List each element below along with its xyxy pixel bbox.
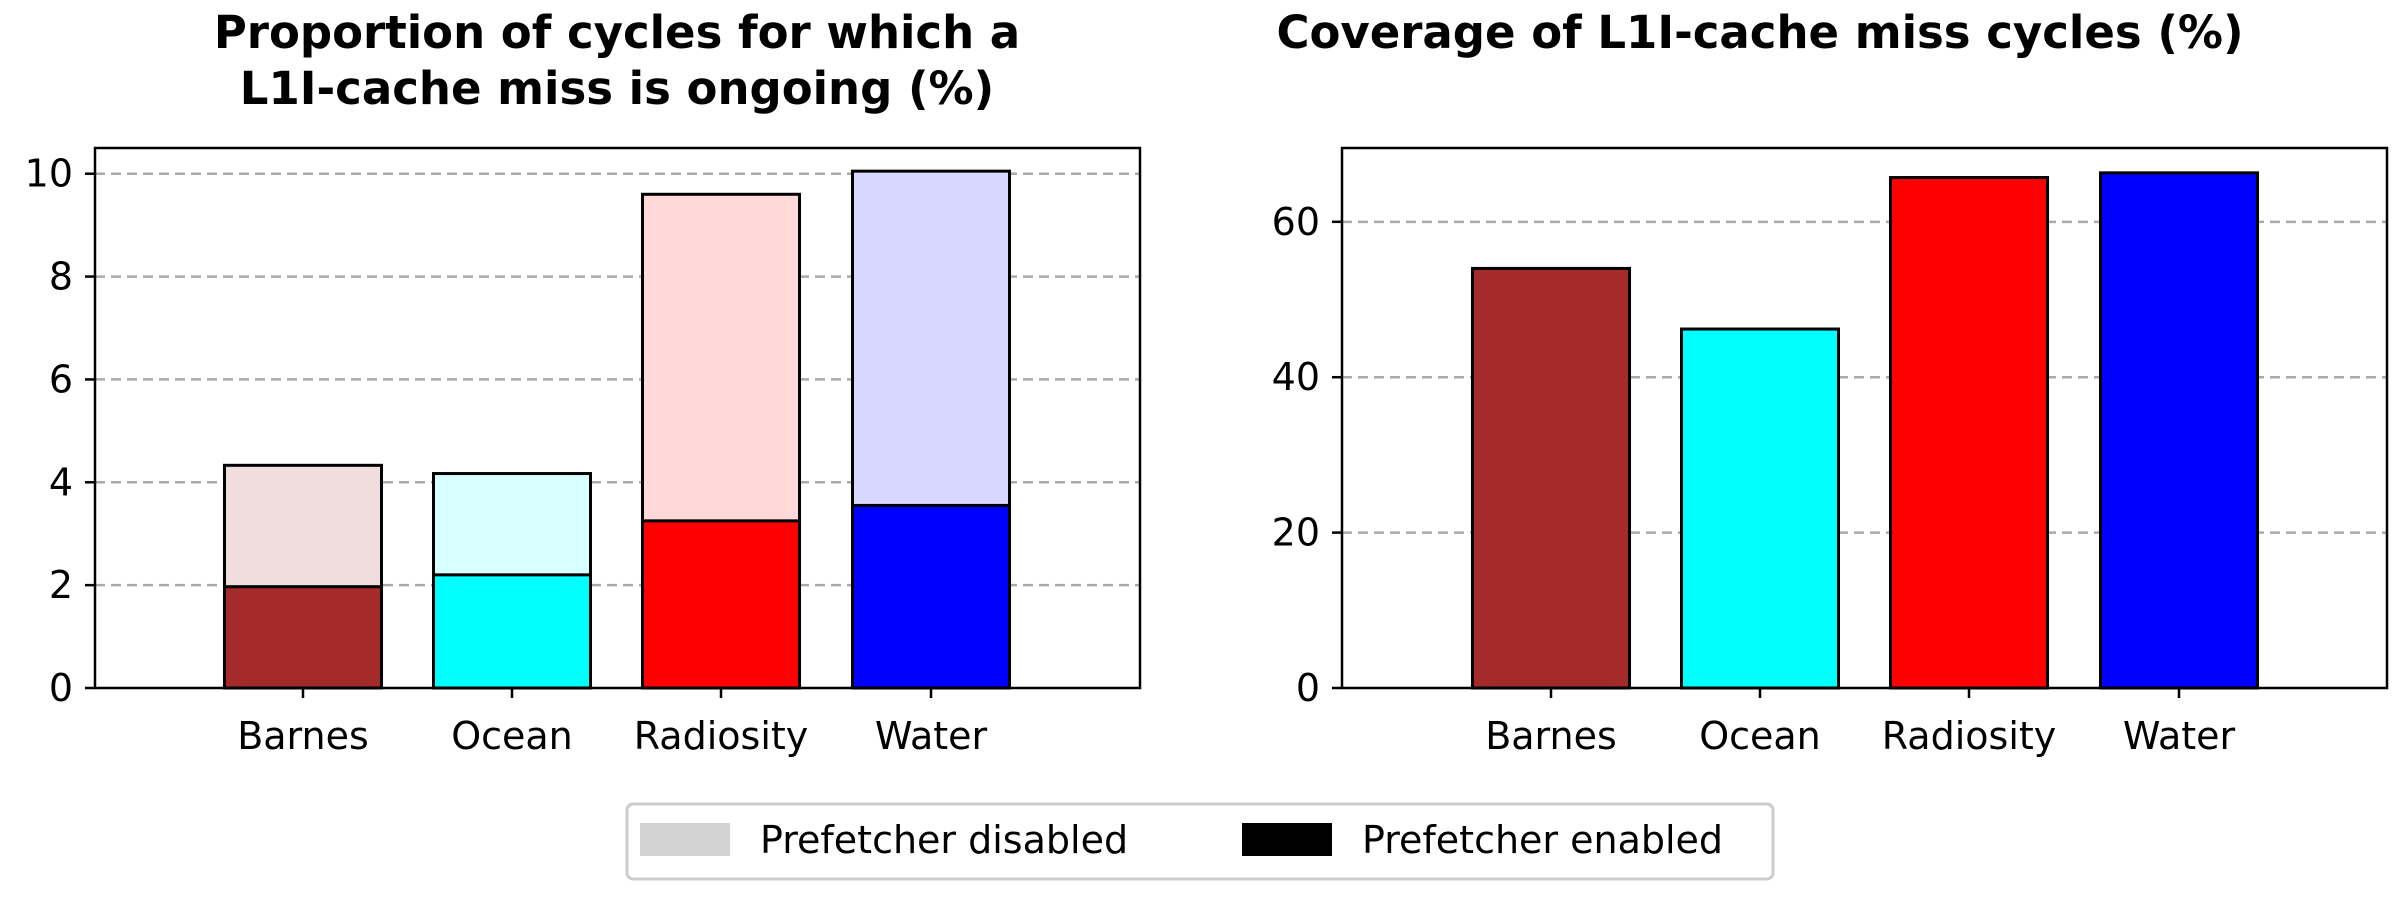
left-ytick-label: 4 [49, 460, 73, 504]
left-bar-enabled-ocean [432, 573, 592, 690]
right-ytick-label: 0 [1296, 666, 1320, 710]
right-chart: Coverage of L1I-cache miss cycles (%) 0 2… [1272, 6, 2389, 758]
legend-label-disabled: Prefetcher disabled [760, 818, 1128, 862]
right-bar-water [2099, 171, 2259, 690]
left-ytick-label: 10 [25, 152, 73, 196]
right-xtick-label: Radiosity [1882, 714, 2057, 758]
right-xtick-label: Water [2123, 714, 2236, 758]
left-plot-area: 0 2 4 6 8 10 Barnes Ocean Radiosity Water [25, 146, 1142, 758]
left-xtick-label: Barnes [237, 714, 369, 758]
legend: Prefetcher disabled Prefetcher enabled [625, 802, 1775, 881]
left-chart-title-line-1: Proportion of cycles for which a [214, 6, 1020, 59]
left-chart-title-line-2: L1I-cache miss is ongoing (%) [240, 62, 994, 115]
right-axes-frame [1340, 146, 2389, 690]
left-xtick-label: Radiosity [634, 714, 809, 758]
right-xtick-label: Ocean [1699, 714, 1821, 758]
left-bar-enabled-barnes [223, 585, 383, 690]
left-ytick-label: 0 [49, 666, 73, 710]
legend-swatch-enabled [1242, 823, 1332, 856]
left-xtick-label: Water [875, 714, 988, 758]
right-plot-area: 0 20 40 60 Barnes Ocean Radiosity Water [1272, 146, 2389, 758]
left-chart: Proportion of cycles for which a L1I-cac… [25, 6, 1142, 758]
right-ytick-label: 40 [1272, 355, 1320, 399]
left-bar-enabled-radiosity [641, 519, 801, 690]
right-bar-ocean [1680, 327, 1840, 690]
right-chart-title: Coverage of L1I-cache miss cycles (%) [1276, 6, 2243, 59]
right-bar-barnes [1471, 266, 1631, 690]
left-ytick-label: 2 [49, 563, 73, 607]
left-axes-frame [93, 146, 1142, 690]
legend-swatch-disabled [640, 823, 730, 856]
right-bar-radiosity [1889, 176, 2049, 690]
right-xtick-label: Barnes [1485, 714, 1617, 758]
legend-frame [625, 802, 1775, 881]
right-ytick-label: 60 [1272, 200, 1320, 244]
left-xtick-label: Ocean [451, 714, 573, 758]
right-ytick-label: 20 [1272, 511, 1320, 555]
left-ytick-label: 6 [49, 357, 73, 401]
left-ytick-label: 8 [49, 255, 73, 299]
legend-label-enabled: Prefetcher enabled [1362, 818, 1723, 862]
left-bar-enabled-water [851, 503, 1011, 690]
